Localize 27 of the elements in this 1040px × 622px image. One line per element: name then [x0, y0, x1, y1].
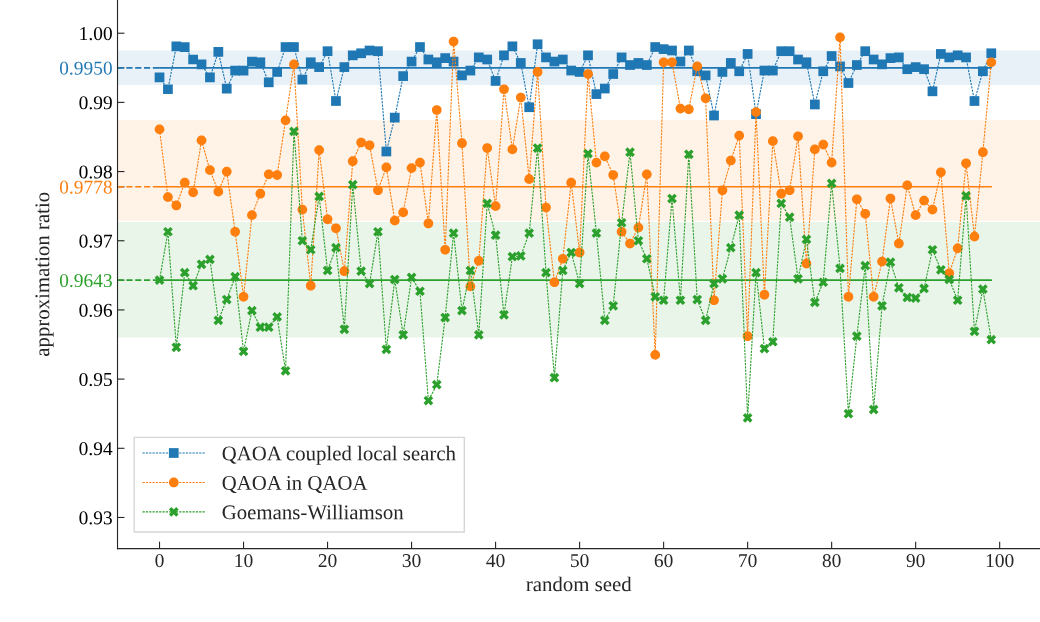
x-tick-label: 80	[822, 554, 841, 568]
legend-label: QAOA in QAOA	[222, 475, 368, 494]
x-tick-label: 70	[739, 554, 757, 568]
x-tick-label: 60	[654, 554, 673, 568]
x-tick-label: 30	[402, 554, 421, 568]
legend-label: Goemans-Williamson	[222, 504, 404, 520]
y-tick-label: 0.93	[79, 511, 112, 525]
y-axis-title: approximation ratio	[35, 192, 54, 357]
x-tick-label: 0	[155, 554, 164, 568]
y-tick-label: 1.00	[80, 27, 112, 41]
legend-label: QAOA coupled local search	[222, 445, 456, 465]
y-tick-label: 0.94	[79, 442, 113, 456]
x-tick-label: 20	[318, 554, 337, 568]
ref-line-label: 0.9778	[59, 180, 112, 194]
x-tick-label: 100	[986, 554, 1014, 568]
y-tick-label: 0.95	[79, 372, 112, 387]
y-tick-label: 0.96	[79, 303, 113, 317]
x-tick-label: 10	[235, 554, 253, 568]
y-tick-label: 0.99	[79, 96, 112, 110]
x-tick-label: 50	[571, 554, 589, 568]
y-tick-label: 0.97	[79, 234, 113, 248]
x-tick-label: 40	[486, 554, 505, 568]
ref-line-label: 0.9950	[59, 61, 112, 75]
x-tick-label: 90	[906, 554, 925, 568]
x-axis-title: random seed	[526, 576, 632, 592]
y-tick-label: 0.98	[79, 165, 112, 179]
ref-line-label: 0.9643	[59, 274, 112, 288]
